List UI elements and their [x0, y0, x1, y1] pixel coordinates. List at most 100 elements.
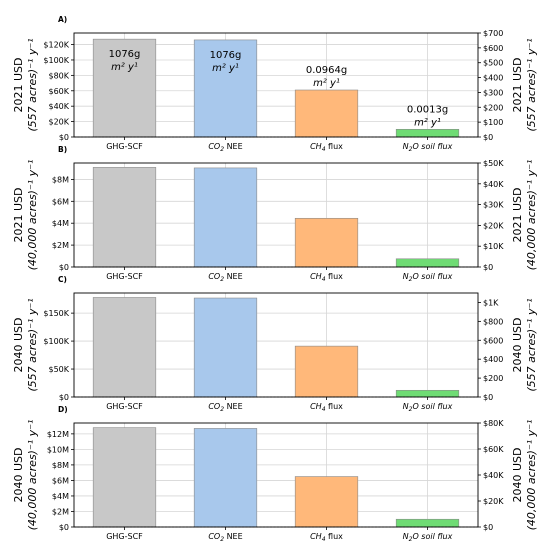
- x-tick-label: CH4 flux: [310, 402, 343, 413]
- y-tick-label: $60K: [48, 87, 69, 96]
- x-tick-label: GHG-SCF: [106, 402, 143, 411]
- y-right-tick-label: $500: [483, 59, 503, 68]
- bar-co2-nee: [193, 297, 258, 398]
- plot-frame: [73, 422, 479, 528]
- bar-ch4-flux: [294, 89, 359, 138]
- y-right-tick-label: $40K: [483, 471, 504, 480]
- panel-c: C) $0 $50K $100K $150K $0 $200 $400 $600 $800 $1K G…: [12, 275, 538, 413]
- y-tick-label: $40K: [48, 102, 69, 111]
- y-right-tick-label: $200: [483, 103, 503, 112]
- y-tick-label: $100K: [43, 56, 69, 65]
- y-axis-label-right: 2021 USD(40,000 acres)⁻¹ y⁻¹: [511, 160, 538, 271]
- x-tick-label: CH4 flux: [310, 532, 343, 543]
- y-axis-label: 2021 USD(557 acres)⁻¹ y⁻¹: [12, 38, 39, 131]
- y-right-tick-label: $700: [483, 29, 503, 38]
- y-right-tick-label: $800: [483, 317, 503, 326]
- y-tick-label: $0: [59, 263, 69, 272]
- y-right-tick-label: $100: [483, 118, 503, 127]
- bar-annotation-value: 1076g: [109, 49, 141, 60]
- bar-ghg-scf: [92, 297, 157, 398]
- y-tick-label: $12M: [47, 430, 69, 439]
- panel-label: A): [58, 15, 67, 24]
- x-tick-label: CO2 NEE: [208, 402, 242, 413]
- y-right-tick-label: $1K: [483, 298, 499, 307]
- y-tick-label: $2M: [52, 507, 69, 516]
- y-right-tick-label: $10K: [483, 242, 504, 251]
- plot-frame: [73, 32, 479, 138]
- y-tick-label: $4M: [52, 219, 69, 228]
- y-right-tick-label: $0: [483, 133, 493, 142]
- bar-ch4-flux: [294, 345, 359, 398]
- bar-annotation-unit: m² y¹: [212, 63, 239, 74]
- bar-ghg-scf: [92, 167, 157, 268]
- panel-label: D): [58, 405, 68, 414]
- y-right-tick-label: $60K: [483, 445, 504, 454]
- y-tick-label: $6M: [52, 476, 69, 485]
- y-right-tick-label: $20K: [483, 221, 504, 230]
- bar-n2o-soil-flux: [395, 389, 460, 398]
- y-right-tick-label: $0: [483, 393, 493, 402]
- bar-ch4-flux: [294, 217, 359, 268]
- y-tick-label: $120K: [43, 41, 69, 50]
- y-right-tick-label: $400: [483, 355, 503, 364]
- y-tick-label: $20K: [48, 118, 69, 127]
- y-tick-label: $0: [59, 133, 69, 142]
- x-tick-label: CH4 flux: [310, 142, 343, 153]
- plot-frame: [73, 292, 479, 398]
- y-right-tick-label: $80K: [483, 419, 504, 428]
- y-right-tick-label: $200: [483, 374, 503, 383]
- y-tick-label: $4M: [52, 492, 69, 501]
- bar-annotation-unit: m² y¹: [414, 117, 441, 128]
- y-tick-label: $6M: [52, 197, 69, 206]
- y-right-tick-label: $600: [483, 44, 503, 53]
- y-right-tick-label: $20K: [483, 497, 504, 506]
- panel-a: A) $0 $20K $40K $60K $80K $100K $120K $0 $100 $200…: [12, 15, 538, 153]
- bar-n2o-soil-flux: [395, 518, 460, 528]
- y-right-tick-label: $400: [483, 74, 503, 83]
- y-axis-label-right: 2021 USD(557 acres)⁻¹ y⁻¹: [511, 38, 538, 131]
- y-tick-label: $8M: [52, 175, 69, 184]
- bar-ghg-scf: [92, 427, 157, 528]
- y-axis-label-right: 2040 USD(40,000 acres)⁻¹ y⁻¹: [511, 420, 538, 531]
- y-right-tick-label: $40K: [483, 180, 504, 189]
- bar-n2o-soil-flux: [395, 128, 460, 138]
- bar-annotation-value: 1076g: [210, 50, 242, 61]
- x-tick-label: GHG-SCF: [106, 532, 143, 541]
- x-tick-label: N2O soil flux: [403, 272, 453, 283]
- bar-annotation-unit: m² y¹: [313, 78, 340, 89]
- bar-co2-nee: [193, 39, 258, 138]
- y-tick-label: $100K: [43, 337, 69, 346]
- y-axis-label: 2021 USD(40,000 acres)⁻¹ y⁻¹: [12, 160, 39, 271]
- panel-label: C): [58, 275, 67, 284]
- plot-frame: [73, 162, 479, 268]
- bar-annotation-unit: m² y¹: [111, 62, 138, 73]
- bar-annotation-value: 0.0964g: [306, 65, 347, 76]
- x-tick-label: CO2 NEE: [208, 142, 242, 153]
- y-axis-label: 2040 USD(40,000 acres)⁻¹ y⁻¹: [12, 420, 39, 531]
- y-right-tick-label: $0: [483, 523, 493, 532]
- y-tick-label: $150K: [43, 309, 69, 318]
- bar-co2-nee: [193, 428, 258, 528]
- y-right-tick-label: $300: [483, 88, 503, 97]
- y-tick-label: $50K: [48, 365, 69, 374]
- y-right-tick-label: $0: [483, 263, 493, 272]
- x-tick-label: N2O soil flux: [403, 402, 453, 413]
- y-tick-label: $10M: [47, 445, 69, 454]
- y-right-tick-label: $50K: [483, 159, 504, 168]
- bar-co2-nee: [193, 167, 258, 268]
- x-tick-label: CO2 NEE: [208, 532, 242, 543]
- bar-ch4-flux: [294, 476, 359, 528]
- panel-label: B): [58, 145, 67, 154]
- panel-d: D) $0 $2M $4M $6M $8M $10M $12M $0 $20K $40K $60K $8…: [12, 405, 538, 543]
- bar-annotation-value: 0.0013g: [407, 104, 448, 115]
- y-axis-label-right: 2040 USD(557 acres)⁻¹ y⁻¹: [511, 298, 538, 391]
- x-tick-label: GHG-SCF: [106, 272, 143, 281]
- y-right-tick-label: $600: [483, 336, 503, 345]
- y-tick-label: $80K: [48, 71, 69, 80]
- y-axis-label: 2040 USD(557 acres)⁻¹ y⁻¹: [12, 298, 39, 391]
- x-tick-label: N2O soil flux: [403, 532, 453, 543]
- bar-n2o-soil-flux: [395, 258, 460, 268]
- y-tick-label: $8M: [52, 461, 69, 470]
- x-tick-label: N2O soil flux: [403, 142, 453, 153]
